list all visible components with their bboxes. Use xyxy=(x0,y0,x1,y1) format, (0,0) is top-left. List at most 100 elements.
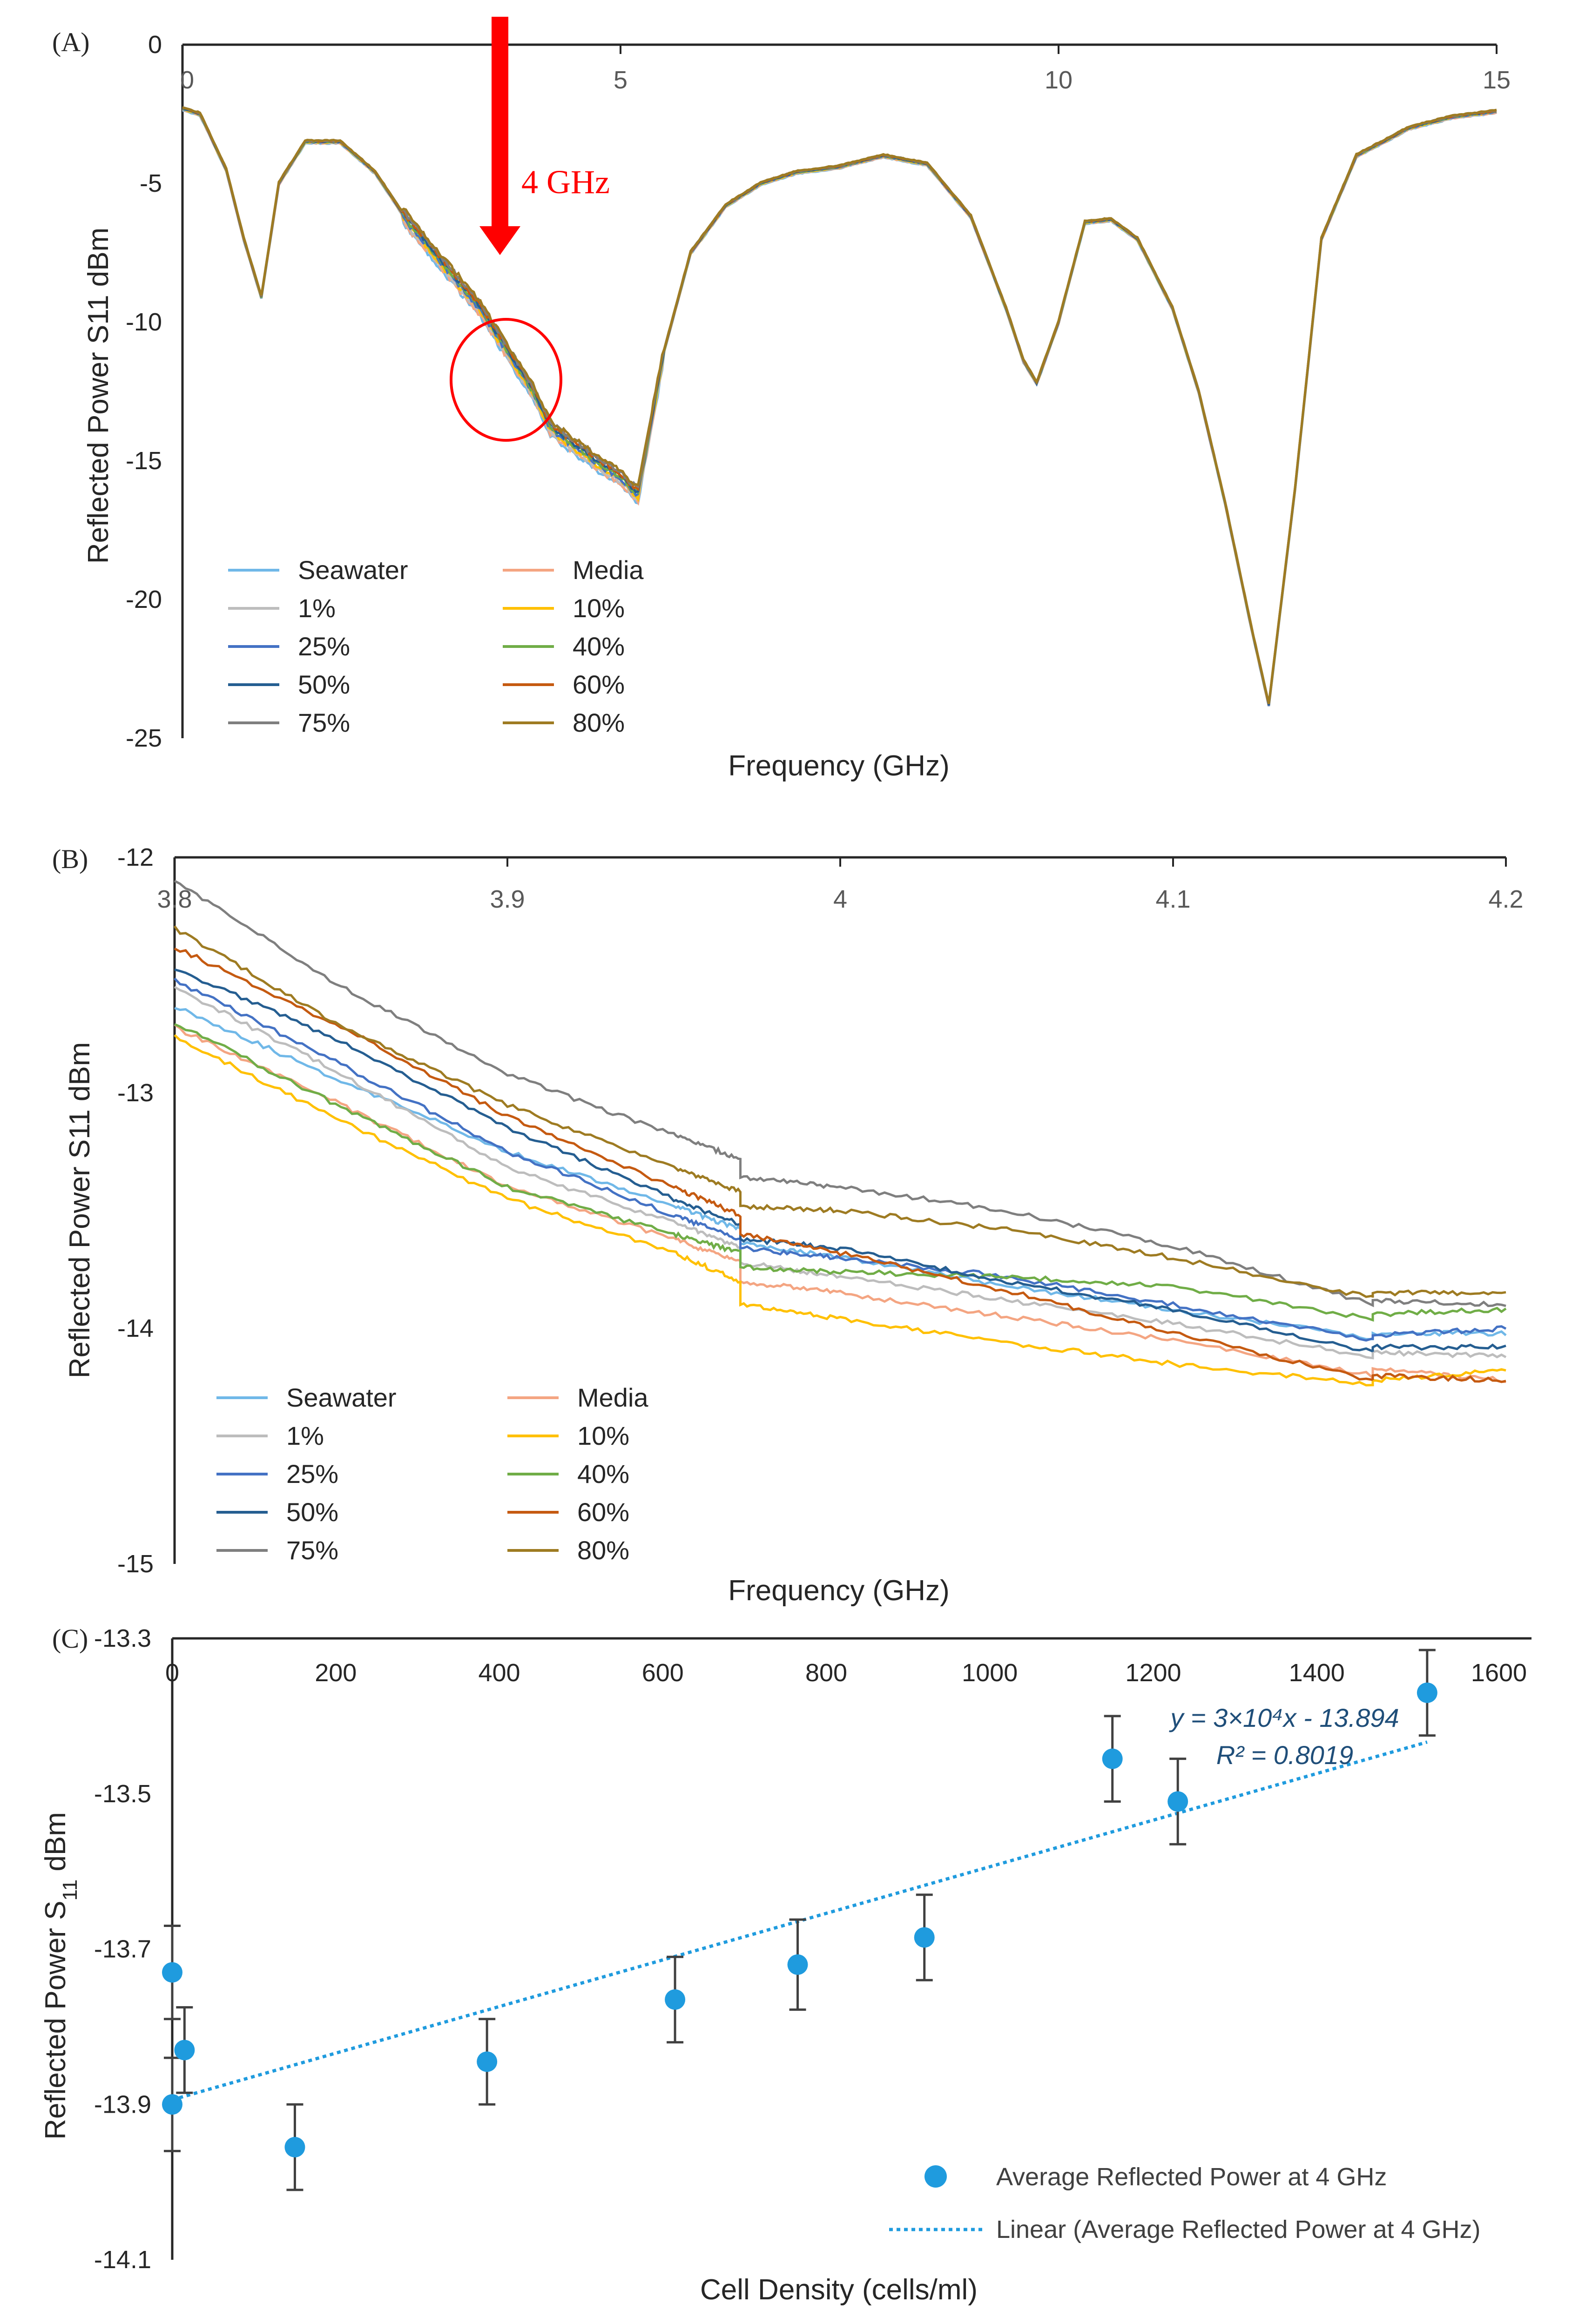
panel-c-legend: Average Reflected Power at 4 GHz Linear … xyxy=(889,2163,1481,2243)
panel-a-legend: Seawater Media 1% 10% 25% 40% 50% 60% 75% 80% xyxy=(228,555,644,737)
panel-a-legend-label: 75% xyxy=(298,708,350,737)
panel-c-x-tick: 0 xyxy=(165,1659,179,1687)
panel-a-series-media xyxy=(182,108,1497,707)
panel-b-legend-label: 50% xyxy=(286,1497,338,1527)
panel-a-legend-label: 1% xyxy=(298,593,336,623)
panel-c-y-title: Reflected Power S11 dBm xyxy=(40,1812,81,2140)
panel-b-legend-label: 80% xyxy=(577,1536,629,1565)
panel-c-x-tick: 1000 xyxy=(962,1659,1018,1687)
panel-a-series-80pct xyxy=(182,106,1497,704)
panel-a-series-25pct xyxy=(182,108,1497,706)
legend-marker-points xyxy=(924,2165,947,2188)
panel-a-x-tick: 0 xyxy=(180,66,194,94)
panel-a-series-50pct xyxy=(182,107,1497,706)
panel-b-series-80pct xyxy=(173,925,1506,1298)
data-point xyxy=(787,1954,808,1975)
data-point xyxy=(174,2040,195,2061)
panel-a-x-tick: 10 xyxy=(1045,66,1073,94)
data-point xyxy=(665,1989,686,2010)
panel-b-y-tick: -13 xyxy=(117,1079,154,1107)
panel-a-y-title: Reflected Power S11 dBm xyxy=(82,228,115,564)
panel-b-legend-label: 60% xyxy=(577,1497,629,1527)
panel-c-y-tick: -13.3 xyxy=(94,1624,151,1652)
panel-c-x-tick: 400 xyxy=(478,1659,520,1687)
panel-a-series-seawater xyxy=(182,109,1497,707)
panel-b-y-tick: -12 xyxy=(117,843,154,871)
annotation-arrow xyxy=(479,17,520,255)
panel-b-series-60pct xyxy=(174,947,1506,1383)
panel-b-series-50pct xyxy=(174,968,1506,1353)
panel-a-series-60pct xyxy=(182,107,1497,704)
panel-b-legend-label: 40% xyxy=(577,1459,629,1489)
panel-b-x-tick: 4.1 xyxy=(1155,885,1190,913)
panel-a-legend-label: 25% xyxy=(298,632,350,661)
panel-a-y-tick: -5 xyxy=(140,169,162,197)
legend-label-points: Average Reflected Power at 4 GHz xyxy=(996,2163,1387,2191)
data-point xyxy=(1167,1791,1188,1812)
panel-a-y-tick: -20 xyxy=(126,586,162,613)
panel-b-y-tick: -14 xyxy=(117,1314,154,1342)
annotation-label: 4 GHz xyxy=(521,163,610,201)
data-point xyxy=(914,1927,935,1948)
panel-b-series-25pct xyxy=(174,977,1507,1342)
panel-b-y-tick: -15 xyxy=(117,1550,154,1578)
panel-a-series-10pct xyxy=(182,108,1497,706)
data-point xyxy=(162,1962,182,1983)
panel-c-x-tick: 600 xyxy=(642,1659,684,1687)
panel-a-legend-label: 10% xyxy=(573,593,625,623)
panel-c-x-tick: 1200 xyxy=(1125,1659,1181,1687)
panel-c-x-tick: 1400 xyxy=(1289,1659,1345,1687)
panel-b-series-40pct xyxy=(174,1023,1507,1322)
panel-b-series-seawater xyxy=(174,1007,1507,1341)
panel-c-label: (C) xyxy=(52,1623,88,1654)
panel-c-y-tick: -13.9 xyxy=(94,2090,151,2118)
panel-b-y-title: Reflected Power S11 dBm xyxy=(64,1042,96,1379)
panel-b: (B) 3.8 3.9 4 4.1 4.2 -12 -13 -14 -15 Frequency… xyxy=(52,843,1524,1607)
panel-a-x-tick: 5 xyxy=(614,66,627,94)
panel-b-x-tick: 3.9 xyxy=(490,885,525,913)
panel-b-legend-label: 25% xyxy=(286,1459,338,1489)
panel-a: (A) 0 5 10 15 0 -5 -10 -15 -20 -25 4 GHz Frequen… xyxy=(52,17,1511,782)
panel-b-legend-label: 75% xyxy=(286,1536,338,1565)
panel-b-legend-label: Media xyxy=(577,1383,648,1412)
panel-a-legend-label: 50% xyxy=(298,670,350,699)
trendline xyxy=(172,1740,1428,2102)
annotation-circle xyxy=(450,318,562,442)
panel-a-y-tick: -25 xyxy=(126,724,162,752)
panel-c-x-tick: 800 xyxy=(805,1659,847,1687)
data-point xyxy=(162,2094,182,2115)
panel-a-legend-label: Seawater xyxy=(298,555,408,585)
panel-b-series-75pct xyxy=(174,880,1506,1307)
panel-c-y-tick: -13.7 xyxy=(94,1935,151,1963)
panel-a-x-title: Frequency (GHz) xyxy=(728,750,949,782)
panel-b-label: (B) xyxy=(52,844,88,874)
panel-b-x-title: Frequency (GHz) xyxy=(728,1575,949,1607)
panel-b-legend-label: 10% xyxy=(577,1421,629,1450)
panel-c-y-tick: -14.1 xyxy=(94,2246,151,2274)
trendline-r-squared: R² = 0.8019 xyxy=(1216,1740,1353,1770)
panel-b-series-10pct xyxy=(174,1034,1506,1387)
panel-c-x-tick: 200 xyxy=(315,1659,357,1687)
panel-b-x-tick: 3.8 xyxy=(157,885,192,913)
panel-a-y-tick: -10 xyxy=(126,308,162,336)
panel-b-x-tick: 4.2 xyxy=(1488,885,1523,913)
data-point xyxy=(1102,1748,1123,1769)
panel-b-x-tick: 4 xyxy=(833,885,847,913)
data-point xyxy=(1417,1682,1437,1703)
panel-c-x-tick: 1600 xyxy=(1471,1659,1527,1687)
panel-b-legend-label: 1% xyxy=(286,1421,324,1450)
panel-a-series-75pct xyxy=(182,106,1497,704)
panel-a-legend-label: 60% xyxy=(573,670,625,699)
panel-c-x-title: Cell Density (cells/ml) xyxy=(700,2274,978,2306)
panel-b-legend-label: Seawater xyxy=(286,1383,397,1412)
panel-a-label: (A) xyxy=(52,27,90,57)
trendline-equation: y = 3×10⁴x - 13.894 xyxy=(1168,1703,1399,1732)
panel-a-series-40pct xyxy=(182,107,1497,705)
legend-label-trendline: Linear (Average Reflected Power at 4 GHz… xyxy=(996,2216,1481,2243)
panel-c: (C) 0 200 400 600 800 1000 1200 1400 1600 -13.3 -… xyxy=(40,1623,1532,2306)
panel-a-y-tick: -15 xyxy=(126,447,162,475)
panel-c-y-tick: -13.5 xyxy=(94,1780,151,1808)
panel-a-series-1pct xyxy=(182,108,1497,706)
data-point xyxy=(284,2137,305,2158)
